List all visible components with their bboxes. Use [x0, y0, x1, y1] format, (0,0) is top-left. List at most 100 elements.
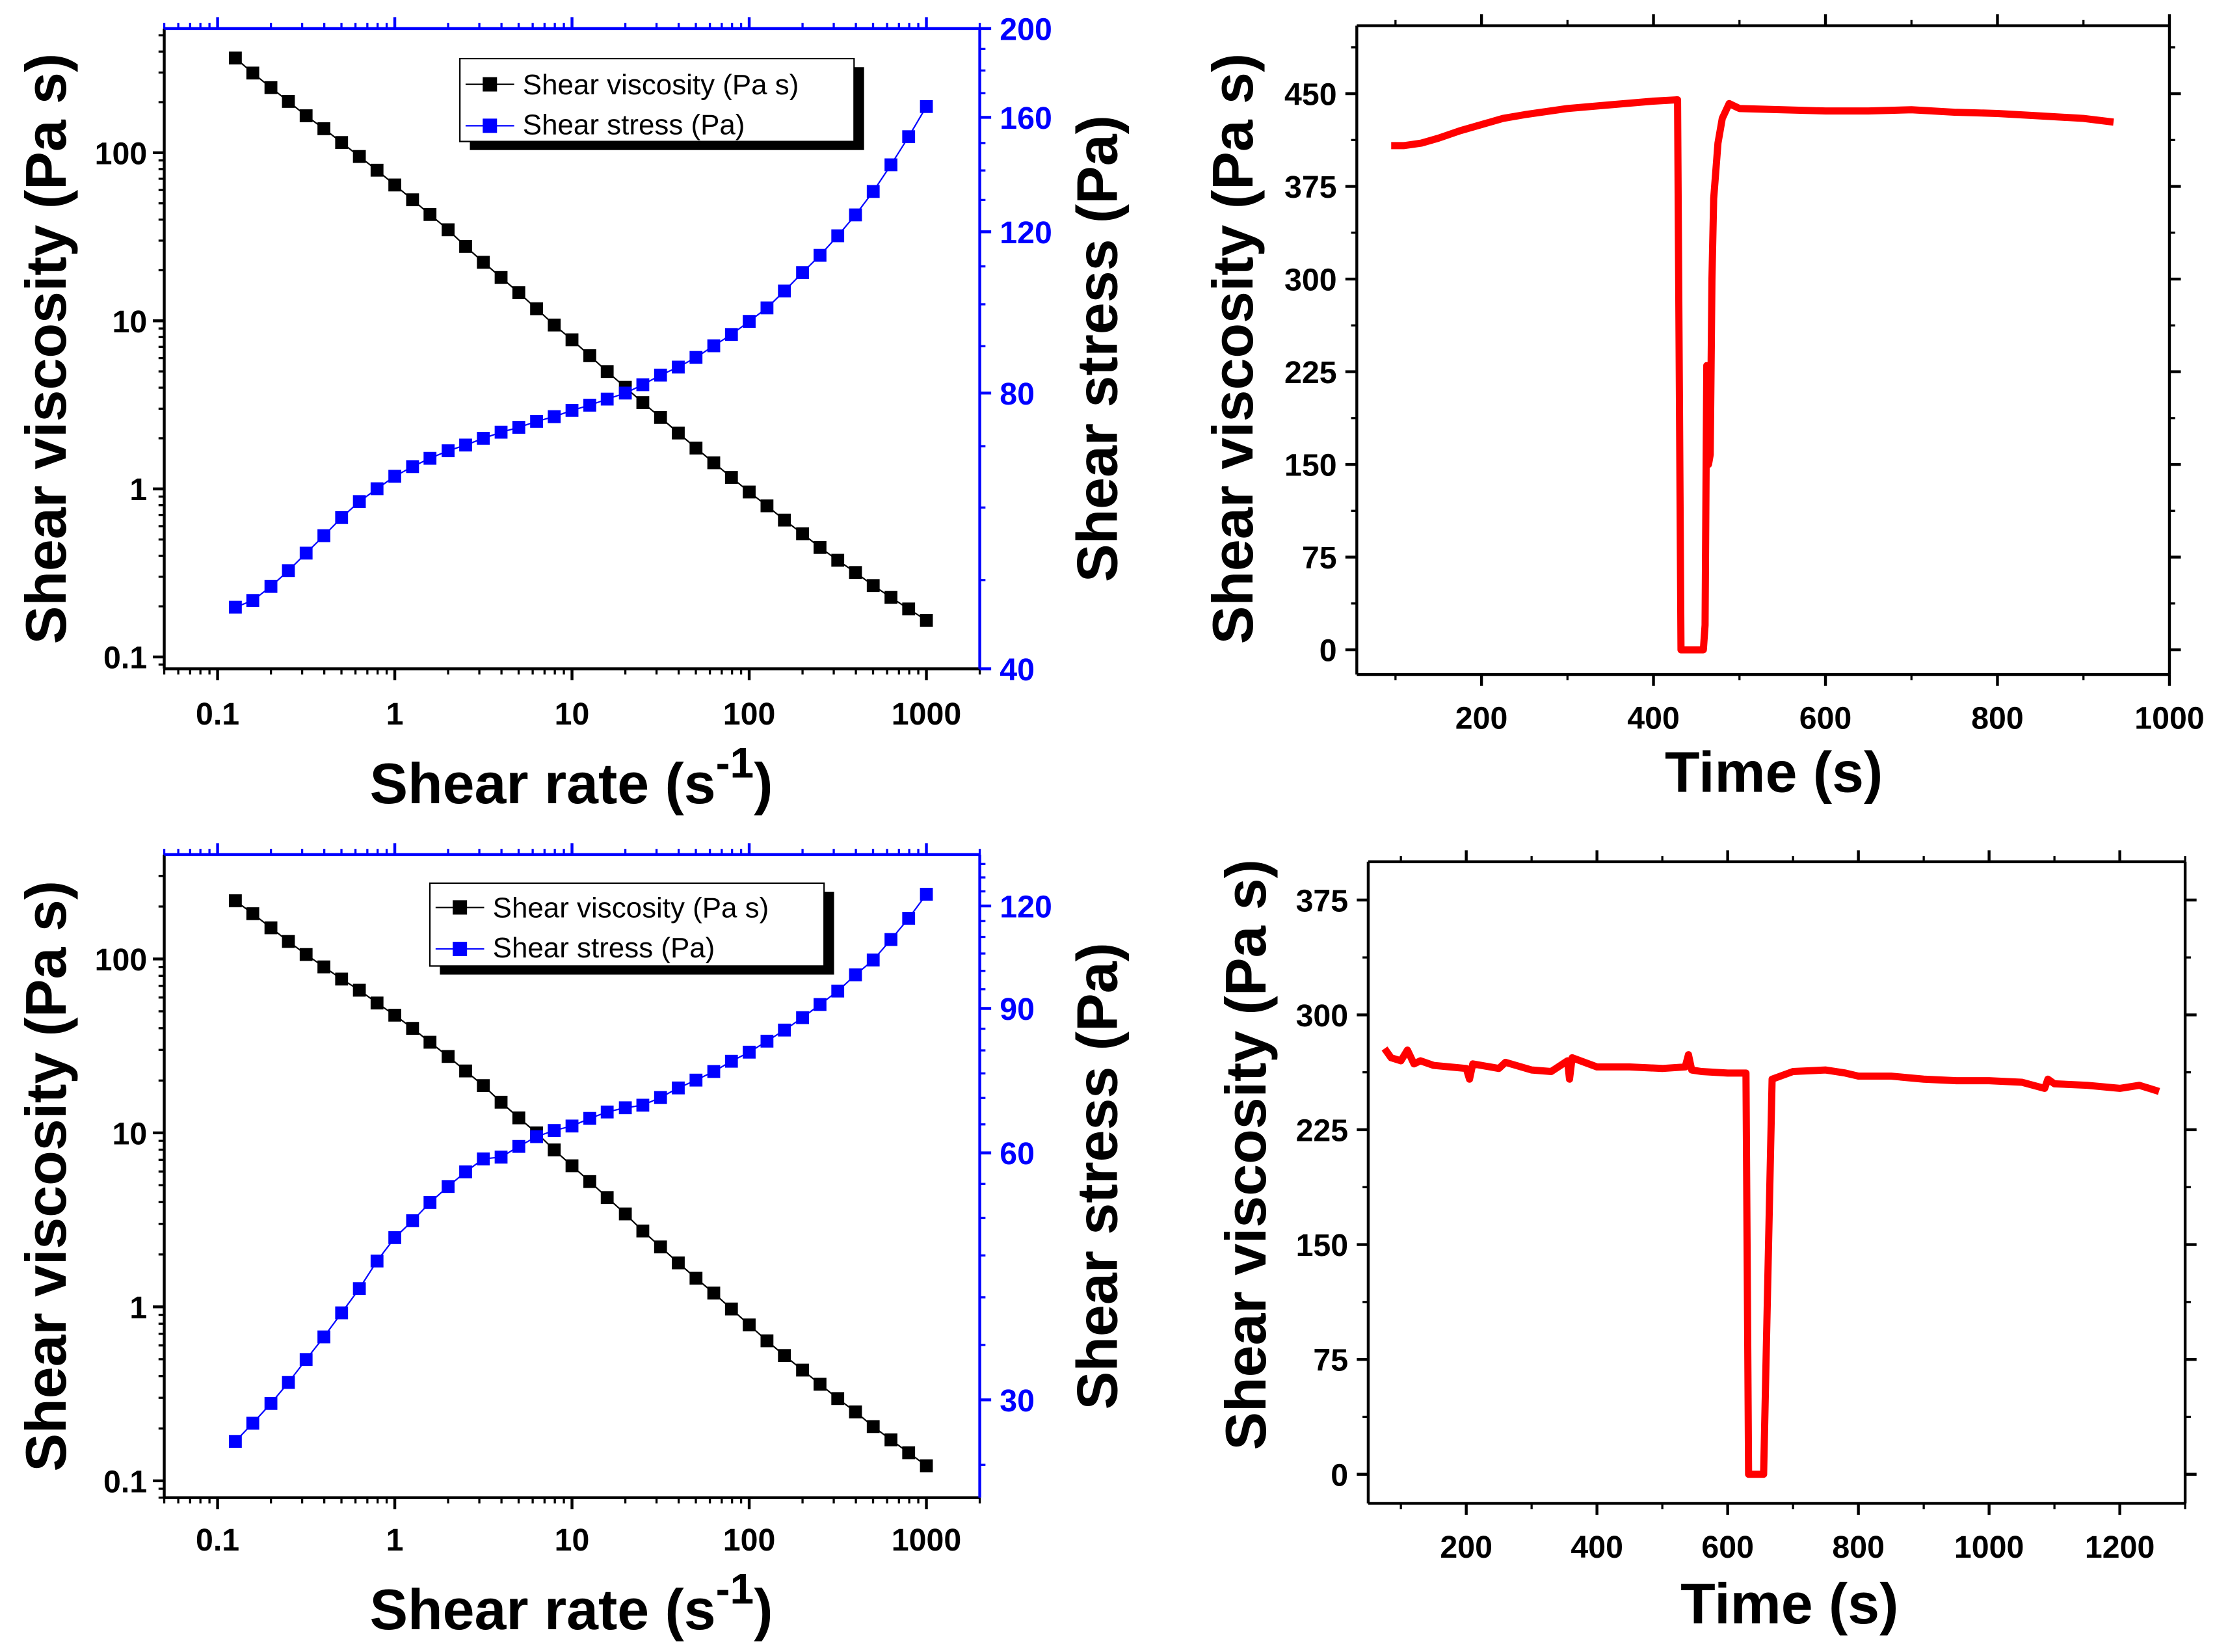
data-point [565, 1119, 579, 1133]
y2-tick-label: 200 [1000, 12, 1052, 47]
data-point [672, 1256, 685, 1270]
data-point [600, 1105, 614, 1119]
y-tick-label: 300 [1296, 998, 1349, 1033]
y-tick-label: 300 [1284, 263, 1337, 298]
data-point [672, 360, 685, 374]
y-tick-label: 1 [129, 472, 147, 507]
data-point [831, 1392, 845, 1406]
data-point [866, 953, 880, 966]
data-point [370, 996, 384, 1010]
data-point [672, 426, 685, 440]
x-tick-label: 0.1 [196, 1523, 239, 1558]
data-point [866, 579, 880, 593]
y-tick-label: 10 [112, 1116, 147, 1151]
x-tick-label: 1200 [2085, 1530, 2155, 1565]
x-axis-title: Time (s) [1665, 739, 1883, 804]
y2-tick-label: 80 [1000, 377, 1035, 412]
data-point [246, 594, 259, 607]
x-tick-label: 1 [386, 697, 404, 732]
data-point [246, 1417, 259, 1430]
data-point [831, 229, 845, 243]
data-point [388, 470, 401, 483]
data-point [388, 178, 401, 192]
data-point [512, 1139, 525, 1153]
y2-tick-label: 60 [1000, 1136, 1035, 1171]
data-point [583, 1175, 596, 1188]
data-point [636, 1224, 650, 1238]
x-tick-label: 400 [1571, 1530, 1623, 1565]
y2-tick-label: 30 [1000, 1383, 1035, 1419]
data-point [512, 1111, 525, 1125]
data-point [583, 349, 596, 362]
data-point [317, 529, 330, 542]
y-tick-label: 75 [1313, 1343, 1348, 1378]
legend-marker-stress [483, 118, 497, 133]
x-tick-label: 400 [1627, 701, 1680, 736]
data-point [406, 1214, 419, 1227]
y-tick-label: 0.1 [103, 1464, 147, 1499]
data-point [724, 1054, 738, 1068]
data-point [902, 130, 916, 144]
data-point [477, 256, 490, 269]
data-point [743, 1045, 756, 1059]
data-point [548, 1124, 561, 1138]
data-point [689, 1073, 703, 1087]
x-tick-label: 600 [1701, 1530, 1754, 1565]
panel-bottom-right: Shear viscosity (Pa s) Time (s) [1213, 859, 1899, 1636]
x-tick-label: 1000 [2134, 701, 2204, 736]
data-point [920, 613, 933, 627]
data-point [796, 1363, 809, 1377]
data-point [370, 1254, 384, 1268]
x-axis-title-sup: -1 [716, 1564, 754, 1612]
y-tick-label: 375 [1284, 170, 1337, 205]
data-point [246, 907, 259, 920]
data-point [654, 368, 667, 382]
data-point [814, 1378, 827, 1391]
x-tick-label: 1000 [1954, 1530, 2024, 1565]
data-point [494, 425, 508, 439]
x-tick-label: 200 [1455, 701, 1508, 736]
data-point [352, 983, 366, 997]
legend-box [429, 882, 825, 967]
legend-box [459, 57, 855, 142]
y-axis-title: Shear viscosity (Pa s) [1213, 859, 1278, 1450]
data-point [370, 163, 384, 177]
x-axis-title-main: Shear rate (s [369, 751, 715, 816]
y2-tick-label: 160 [1000, 101, 1052, 136]
y2-tick-label: 120 [1000, 889, 1052, 924]
x-axis-title: Time (s) [1680, 1571, 1898, 1636]
y2-axis-title: Shear stress (Pa) [1065, 942, 1129, 1409]
y-tick-label: 0 [1331, 1458, 1348, 1493]
data-point [335, 972, 349, 986]
data-point [583, 1112, 596, 1125]
data-point [282, 564, 295, 578]
data-point [600, 1191, 614, 1205]
data-point [849, 968, 862, 981]
y-axis-title: Shear viscosity (Pa s) [1200, 53, 1265, 645]
data-point [335, 136, 349, 150]
y-tick-label: 150 [1284, 448, 1337, 483]
x-axis-title-end: ) [754, 1577, 773, 1642]
data-point [282, 935, 295, 948]
data-point [512, 421, 525, 434]
data-point [229, 51, 242, 65]
data-point [778, 1349, 791, 1363]
data-point [264, 81, 278, 94]
data-point [299, 109, 313, 122]
data-point [442, 1050, 455, 1063]
data-point [548, 318, 561, 332]
data-point [317, 960, 330, 974]
y-tick-label: 75 [1302, 540, 1337, 576]
data-point [494, 1151, 508, 1164]
data-point [724, 1302, 738, 1316]
data-point [423, 1196, 437, 1209]
data-point [565, 404, 579, 417]
data-point [442, 444, 455, 457]
data-point [654, 1240, 667, 1254]
x-axis-title: Shear rate (s-1) [369, 1564, 773, 1642]
y-axis-title: Shear viscosity (Pa s) [14, 53, 78, 645]
data-point [442, 1180, 455, 1193]
data-point [707, 1286, 721, 1300]
data-point [884, 1433, 897, 1446]
